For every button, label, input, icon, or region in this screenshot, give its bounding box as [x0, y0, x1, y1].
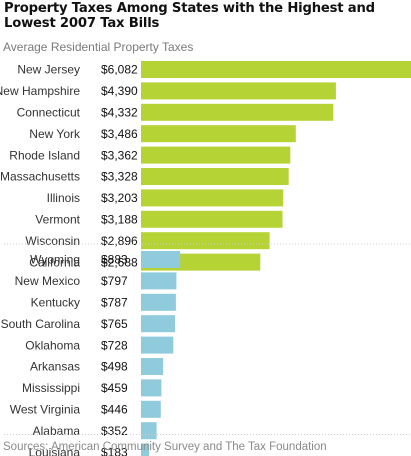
state-label-mississippi: Mississippi	[22, 381, 80, 395]
state-label-kentucky: Kentucky	[31, 296, 80, 310]
value-label-vermont: $3,188	[101, 213, 138, 227]
value-label-new-mexico: $797	[101, 274, 128, 288]
state-label-alabama: Alabama	[33, 424, 81, 438]
bar-kentucky	[141, 293, 176, 311]
bar-mississippi	[141, 379, 162, 397]
bar-louisiana	[141, 443, 150, 456]
chart-title: Property Taxes Among States with the Hig…	[4, 1, 375, 31]
value-label-oklahoma: $728	[101, 338, 128, 352]
state-label-new-hampshire: New Hampshire	[0, 84, 80, 98]
value-label-alabama: $352	[101, 424, 128, 438]
state-label-massachusetts: Massachusetts	[0, 170, 80, 184]
bar-oklahoma	[141, 336, 174, 354]
bar-arkansas	[141, 358, 164, 375]
value-label-new-jersey: $6,082	[101, 63, 138, 77]
bar-south-carolina	[141, 315, 175, 333]
state-label-wyoming: Wyoming	[30, 253, 80, 267]
bars-group: New Jersey $6,082 New Hampshire $4,390 Conne…	[0, 61, 411, 456]
bar-west-virginia	[141, 400, 161, 418]
state-label-louisiana: Louisiana	[29, 445, 81, 456]
state-label-west-virginia: West Virginia	[10, 403, 81, 417]
state-label-new-york: New York	[29, 127, 81, 141]
state-label-connecticut: Connecticut	[17, 106, 81, 120]
bar-wisconsin	[141, 232, 270, 250]
state-label-south-carolina: South Carolina	[1, 317, 81, 331]
value-label-wyoming: $883	[101, 253, 128, 267]
bar-new-jersey	[141, 61, 411, 78]
state-label-new-jersey: New Jersey	[17, 63, 80, 77]
value-label-kentucky: $787	[101, 296, 128, 310]
state-label-illinois: Illinois	[47, 191, 80, 205]
value-label-rhode-island: $3,362	[101, 148, 138, 162]
bar-new-hampshire	[141, 82, 336, 100]
state-label-rhode-island: Rhode Island	[9, 148, 80, 162]
value-label-west-virginia: $446	[101, 403, 128, 417]
value-label-connecticut: $4,332	[101, 106, 138, 120]
bar-wyoming	[141, 251, 181, 268]
bar-new-york	[141, 125, 296, 143]
value-label-louisiana: $183	[101, 445, 128, 456]
bar-connecticut	[141, 103, 334, 121]
bar-new-mexico	[141, 272, 177, 290]
bar-vermont	[141, 210, 283, 228]
state-label-arkansas: Arkansas	[30, 360, 80, 374]
bar-alabama	[141, 422, 157, 440]
state-label-new-mexico: New Mexico	[15, 274, 81, 288]
state-label-oklahoma: Oklahoma	[25, 338, 80, 352]
bar-illinois	[141, 189, 284, 207]
state-label-vermont: Vermont	[35, 213, 80, 227]
value-label-new-york: $3,486	[101, 127, 138, 141]
value-label-new-hampshire: $4,390	[101, 84, 138, 98]
state-label-california: California	[29, 255, 80, 269]
value-label-illinois: $3,203	[101, 191, 138, 205]
chart-subtitle: Average Residential Property Taxes	[3, 40, 194, 54]
value-label-wisconsin: $2,896	[101, 234, 138, 248]
value-label-mississippi: $459	[101, 381, 128, 395]
chart-source: Sources: American Community Survey and T…	[3, 441, 327, 453]
bar-rhode-island	[141, 146, 291, 164]
value-label-massachusetts: $3,328	[101, 170, 138, 184]
value-label-arkansas: $498	[101, 360, 128, 374]
state-label-wisconsin: Wisconsin	[25, 234, 80, 248]
value-label-south-carolina: $765	[101, 317, 128, 331]
value-label-california: $2,688	[101, 255, 138, 269]
bar-massachusetts	[141, 168, 289, 185]
